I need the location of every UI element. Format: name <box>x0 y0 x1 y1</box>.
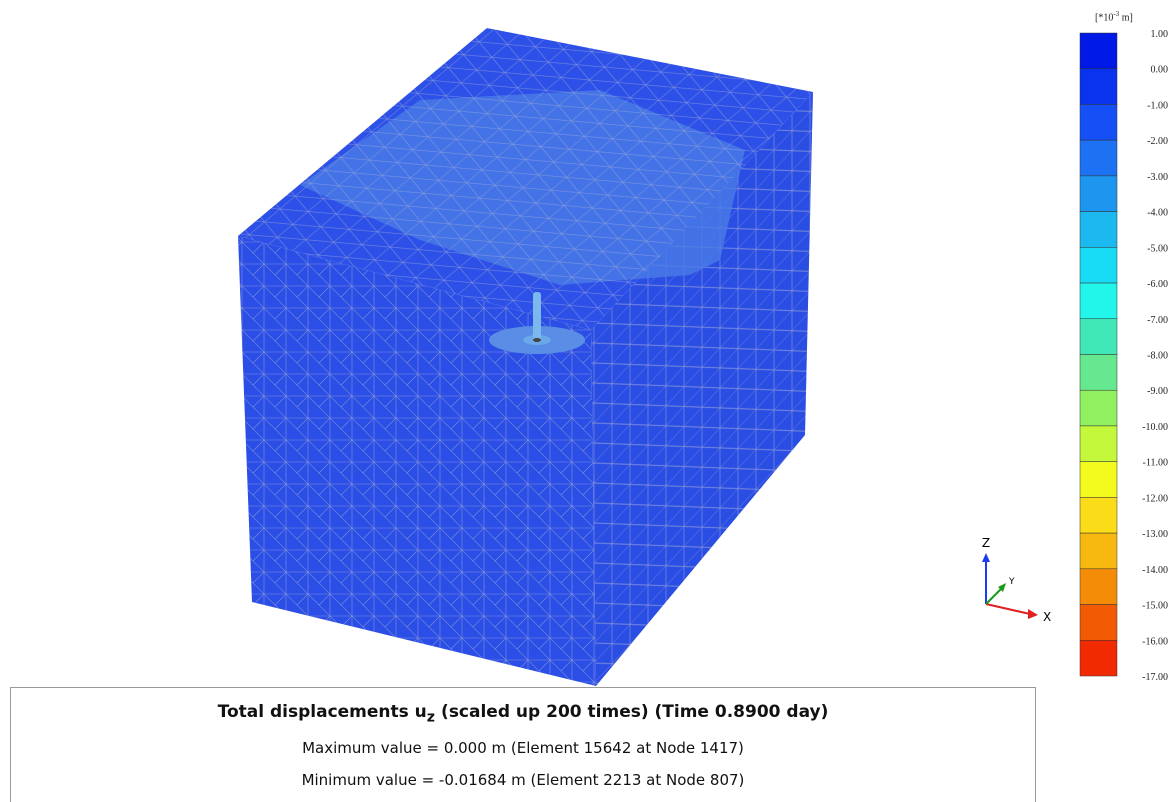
page: Z Y X 1.00 0.00 -1.00 -2.00 -3.00 -4.00 -5.00 -… <box>0 0 1173 802</box>
legend-label: -12.00 <box>1142 493 1168 504</box>
legend-label: -3.00 <box>1147 172 1168 183</box>
legend-band <box>1080 69 1117 105</box>
legend-band <box>1080 355 1117 391</box>
axis-label: X <box>1043 610 1051 624</box>
caption-max: Maximum value = 0.000 m (Element 15642 a… <box>11 739 1035 757</box>
legend-band <box>1080 605 1117 641</box>
legend-label: -15.00 <box>1142 601 1168 612</box>
model <box>238 28 813 686</box>
legend-label: -4.00 <box>1147 208 1168 219</box>
legend-band <box>1080 212 1117 248</box>
unit-text: m] <box>1122 12 1133 23</box>
legend-band <box>1080 462 1117 498</box>
legend-band <box>1080 283 1117 319</box>
legend-label: -2.00 <box>1147 136 1168 147</box>
legend-band <box>1080 176 1117 212</box>
legend-label: 1.00 <box>1151 29 1169 40</box>
legend-label: -17.00 <box>1142 672 1168 683</box>
legend-label: -10.00 <box>1142 422 1168 433</box>
legend-band <box>1080 247 1117 283</box>
legend-label: -1.00 <box>1147 100 1168 111</box>
legend-band <box>1080 640 1117 676</box>
caption-min: Minimum value = -0.01684 m (Element 2213… <box>11 771 1035 789</box>
legend-band <box>1080 33 1117 69</box>
legend-label: -9.00 <box>1147 386 1168 397</box>
legend-band <box>1080 426 1117 462</box>
legend-band <box>1080 497 1117 533</box>
caption-title: Total displacements uz (scaled up 200 tim… <box>11 702 1035 725</box>
legend-band <box>1080 140 1117 176</box>
title-text: Total displacements u <box>218 702 427 722</box>
legend-band <box>1080 104 1117 140</box>
axis-label: Z <box>982 536 990 550</box>
legend: 1.00 0.00 -1.00 -2.00 -3.00 -4.00 -5.00 -6.00 -7… <box>1080 29 1168 683</box>
axis-triad: Z Y X <box>982 536 1051 624</box>
unit-exponent: -3 <box>1113 10 1119 18</box>
legend-label: -11.00 <box>1143 458 1168 469</box>
legend-label: -6.00 <box>1147 279 1168 290</box>
legend-band <box>1080 319 1117 355</box>
legend-label: 0.00 <box>1151 65 1169 76</box>
legend-label: -16.00 <box>1142 636 1168 647</box>
legend-label: -8.00 <box>1147 351 1168 362</box>
viewport: Z Y X 1.00 0.00 -1.00 -2.00 -3.00 -4.00 -5.00 -… <box>0 0 1173 802</box>
legend-band <box>1080 390 1117 426</box>
title-text: (scaled up 200 times) (Time 0.8900 day) <box>441 702 828 722</box>
legend-band <box>1080 569 1117 605</box>
unit-text: [*10 <box>1095 12 1113 23</box>
caption-box: Total displacements uz (scaled up 200 tim… <box>10 687 1036 802</box>
legend-unit: [*10-3 m] <box>1095 10 1133 23</box>
legend-band <box>1080 533 1117 569</box>
title-subscript: z <box>427 709 435 725</box>
axis-label: Y <box>1008 577 1015 587</box>
legend-label: -13.00 <box>1142 529 1168 540</box>
legend-label: -7.00 <box>1147 315 1168 326</box>
legend-label: -14.00 <box>1142 565 1168 576</box>
legend-label: -5.00 <box>1147 243 1168 254</box>
